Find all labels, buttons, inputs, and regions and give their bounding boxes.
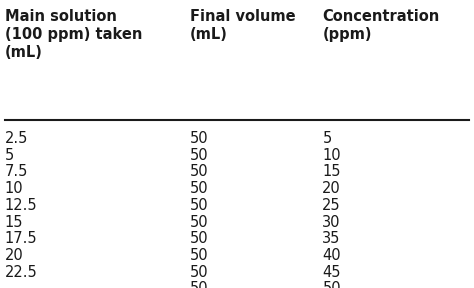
Text: 22.5: 22.5 — [5, 265, 37, 280]
Text: 50: 50 — [190, 281, 208, 288]
Text: 2.5: 2.5 — [5, 131, 28, 146]
Text: 50: 50 — [190, 164, 208, 179]
Text: 50: 50 — [322, 281, 341, 288]
Text: 40: 40 — [322, 248, 341, 263]
Text: 35: 35 — [322, 231, 341, 246]
Text: 5: 5 — [5, 148, 14, 163]
Text: 50: 50 — [190, 131, 208, 146]
Text: 50: 50 — [190, 231, 208, 246]
Text: 15: 15 — [5, 215, 23, 230]
Text: 45: 45 — [322, 265, 341, 280]
Text: 50: 50 — [190, 248, 208, 263]
Text: 7.5: 7.5 — [5, 164, 28, 179]
Text: 5: 5 — [322, 131, 332, 146]
Text: 20: 20 — [5, 248, 24, 263]
Text: 25: 25 — [322, 198, 341, 213]
Text: 17.5: 17.5 — [5, 231, 37, 246]
Text: 50: 50 — [190, 198, 208, 213]
Text: 30: 30 — [322, 215, 341, 230]
Text: 15: 15 — [322, 164, 341, 179]
Text: 50: 50 — [190, 148, 208, 163]
Text: 10: 10 — [5, 181, 23, 196]
Text: 50: 50 — [190, 265, 208, 280]
Text: 12.5: 12.5 — [5, 198, 37, 213]
Text: 50: 50 — [190, 181, 208, 196]
Text: 20: 20 — [322, 181, 341, 196]
Text: Final volume
(mL): Final volume (mL) — [190, 9, 295, 42]
Text: Main solution
(100 ppm) taken
(mL): Main solution (100 ppm) taken (mL) — [5, 9, 142, 60]
Text: 50: 50 — [190, 215, 208, 230]
Text: 10: 10 — [322, 148, 341, 163]
Text: Concentration
(ppm): Concentration (ppm) — [322, 9, 439, 42]
